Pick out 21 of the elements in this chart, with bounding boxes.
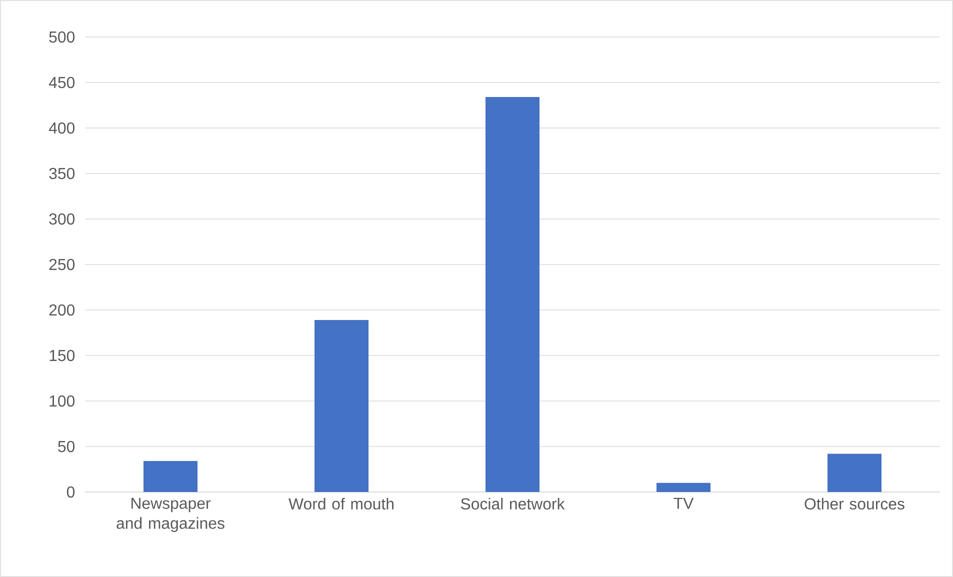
y-tick-label: 0 [66, 486, 75, 498]
x-tick-label: Other sources [804, 498, 904, 510]
bar [486, 97, 540, 492]
x-tick-label: Newspaper and magazines [116, 498, 224, 532]
y-tick-label: 500 [49, 31, 75, 43]
x-tick-label: Social network [460, 498, 565, 510]
bar [144, 461, 198, 492]
y-tick-label: 150 [50, 350, 75, 362]
y-tick-label: 400 [48, 122, 75, 134]
y-tick-label: 350 [49, 168, 75, 180]
y-tick-label: 50 [58, 440, 75, 452]
bar [314, 320, 369, 492]
x-tick-label: Word of mouth [288, 498, 394, 510]
bar [828, 454, 882, 492]
bar [656, 482, 711, 492]
y-tick-label: 250 [49, 258, 75, 270]
x-tick-label: TV [674, 498, 694, 509]
y-tick-label: 100 [50, 395, 75, 407]
y-tick-label: 300 [49, 213, 75, 225]
y-tick-label: 450 [48, 76, 75, 88]
y-tick-label: 200 [49, 304, 75, 316]
